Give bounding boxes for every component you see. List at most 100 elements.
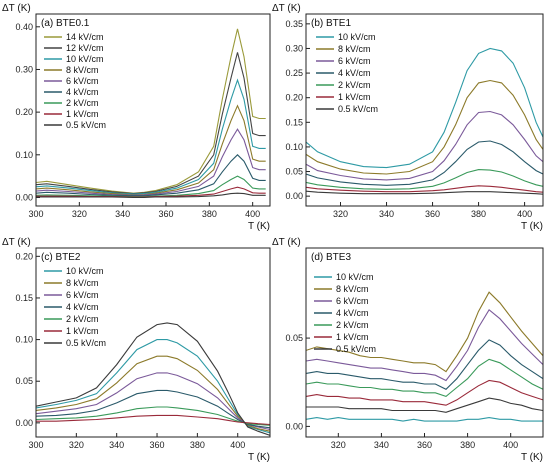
y-axis-label: ΔT (K) bbox=[272, 3, 301, 14]
x-tick-label: 360 bbox=[425, 209, 440, 219]
x-tick-label: 400 bbox=[245, 209, 260, 219]
series-line-0-4 bbox=[36, 128, 266, 196]
x-tick-label: 320 bbox=[69, 440, 84, 450]
x-tick-label: 340 bbox=[379, 209, 394, 219]
legend: 10 kV/cm 8 kV/cm 6 kV/cm 4 kV/cm 2 kV/cm 1 kV… bbox=[316, 32, 378, 114]
series-line-3-2 bbox=[306, 308, 543, 382]
y-tick-label: 0.10 bbox=[285, 142, 303, 152]
series-line-3-1 bbox=[306, 291, 543, 373]
panel-1: 320 340 360 380 400 0.00 0.05 0.10 0.15 0.20 0.25 0… bbox=[272, 3, 544, 232]
plot-frame bbox=[305, 13, 544, 207]
series-line-0-0 bbox=[36, 28, 266, 194]
legend-label: 4 kV/cm bbox=[66, 87, 99, 97]
legend-label: 2 kV/cm bbox=[66, 314, 99, 324]
y-tick-label: 0.00 bbox=[285, 191, 303, 201]
plot-frame bbox=[35, 247, 271, 438]
legend-label: 2 kV/cm bbox=[66, 98, 99, 108]
y-tick-label: 0.15 bbox=[285, 117, 303, 127]
x-tick-label: 320 bbox=[331, 440, 346, 450]
y-tick-label: 0.00 bbox=[285, 421, 303, 431]
legend-label: 10 kV/cm bbox=[338, 32, 376, 42]
legend-label: 8 kV/cm bbox=[66, 278, 99, 288]
legend: 10 kV/cm 8 kV/cm 6 kV/cm 4 kV/cm 2 kV/cm 1 kV… bbox=[44, 266, 106, 348]
y-tick-label: 0.30 bbox=[285, 43, 303, 53]
legend-label: 8 kV/cm bbox=[66, 65, 99, 75]
series-group-0 bbox=[36, 28, 266, 199]
legend-label: 0.5 kV/cm bbox=[66, 120, 106, 130]
legend-label: 0.5 kV/cm bbox=[66, 338, 106, 348]
y-axis-label: ΔT (K) bbox=[2, 237, 31, 248]
series-line-3-3 bbox=[306, 339, 543, 390]
series-line-1-4 bbox=[306, 169, 543, 190]
x-axis-label: T (K) bbox=[521, 452, 543, 463]
legend-label: 12 kV/cm bbox=[66, 43, 104, 53]
x-tick-label: 400 bbox=[230, 440, 245, 450]
x-tick-label: 320 bbox=[333, 209, 348, 219]
series-line-1-0 bbox=[306, 47, 543, 169]
x-tick-label: 300 bbox=[28, 209, 43, 219]
series-line-1-2 bbox=[306, 110, 543, 181]
x-tick-label: 400 bbox=[503, 440, 518, 450]
x-axis-label: T (K) bbox=[248, 221, 270, 232]
series-line-3-6 bbox=[306, 397, 543, 413]
series-line-2-6 bbox=[36, 322, 270, 436]
y-tick-label: 0.20 bbox=[15, 251, 33, 261]
series-line-1-3 bbox=[306, 140, 543, 186]
y-tick-label: 0.25 bbox=[285, 68, 303, 78]
y-tick-label: 0.00 bbox=[15, 418, 33, 428]
series-line-3-5 bbox=[306, 379, 543, 406]
legend-label: 2 kV/cm bbox=[338, 80, 371, 90]
y-tick-label: 0.10 bbox=[15, 335, 33, 345]
y-tick-label: 0.00 bbox=[15, 192, 33, 202]
panel-title: (a) BTE0.1 bbox=[41, 18, 90, 29]
x-tick-label: 300 bbox=[28, 440, 43, 450]
y-tick-label: 0.10 bbox=[15, 150, 33, 160]
y-axis-label: ΔT (K) bbox=[2, 3, 31, 14]
series-line-1-5 bbox=[306, 185, 543, 193]
x-axis-label: T (K) bbox=[521, 221, 543, 232]
panel-0: 300 320 340 360 380 400 0.00 0.10 0.20 0.30 0.40 ΔT… bbox=[2, 3, 271, 232]
legend-label: 10 kV/cm bbox=[66, 266, 104, 276]
legend-label: 4 kV/cm bbox=[336, 308, 369, 318]
legend-label: 6 kV/cm bbox=[66, 290, 99, 300]
series-line-0-6 bbox=[36, 175, 266, 198]
y-tick-label: 0.35 bbox=[285, 19, 303, 29]
y-tick-label: 0.20 bbox=[15, 107, 33, 117]
legend-label: 0.5 kV/cm bbox=[338, 104, 378, 114]
series-line-0-1 bbox=[36, 52, 266, 195]
x-tick-label: 400 bbox=[517, 209, 532, 219]
legend-label: 10 kV/cm bbox=[66, 54, 104, 64]
legend-label: 1 kV/cm bbox=[336, 332, 369, 342]
x-tick-label: 380 bbox=[471, 209, 486, 219]
legend-label: 10 kV/cm bbox=[336, 272, 374, 282]
y-tick-label: 0.40 bbox=[15, 22, 33, 32]
series-group-2 bbox=[36, 322, 270, 436]
y-tick-label: 0.20 bbox=[285, 93, 303, 103]
x-tick-label: 360 bbox=[150, 440, 165, 450]
legend-label: 6 kV/cm bbox=[338, 56, 371, 66]
x-tick-label: 380 bbox=[460, 440, 475, 450]
y-tick-label: 0.30 bbox=[15, 64, 33, 74]
legend-label: 14 kV/cm bbox=[66, 32, 104, 42]
x-tick-label: 320 bbox=[72, 209, 87, 219]
panel-2: 300 320 340 360 380 400 0.00 0.05 0.10 0.15 0.20 ΔT… bbox=[2, 237, 271, 463]
x-tick-label: 340 bbox=[115, 209, 130, 219]
x-tick-label: 380 bbox=[190, 440, 205, 450]
legend-label: 6 kV/cm bbox=[66, 76, 99, 86]
series-line-0-5 bbox=[36, 154, 266, 197]
x-tick-label: 340 bbox=[374, 440, 389, 450]
legend-label: 2 kV/cm bbox=[336, 320, 369, 330]
y-tick-label: 0.15 bbox=[15, 293, 33, 303]
series-line-0-3 bbox=[36, 104, 266, 196]
panel-title: (d) BTE3 bbox=[311, 252, 351, 263]
series-line-1-1 bbox=[306, 79, 543, 175]
series-line-2-5 bbox=[36, 414, 270, 426]
legend-label: 1 kV/cm bbox=[66, 109, 99, 119]
x-tick-label: 380 bbox=[202, 209, 217, 219]
series-group-3 bbox=[306, 291, 543, 422]
series-line-0-2 bbox=[36, 78, 266, 195]
legend-label: 8 kV/cm bbox=[338, 44, 371, 54]
legend-label: 1 kV/cm bbox=[66, 326, 99, 336]
